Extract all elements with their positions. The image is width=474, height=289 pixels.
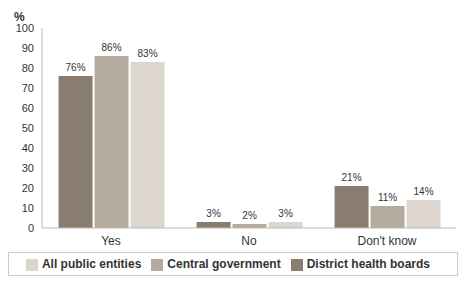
svg-text:60: 60 xyxy=(22,102,34,114)
svg-text:2%: 2% xyxy=(242,210,257,221)
svg-text:Don't know: Don't know xyxy=(358,234,417,248)
svg-text:20: 20 xyxy=(22,182,34,194)
svg-text:100: 100 xyxy=(16,22,34,34)
svg-text:83%: 83% xyxy=(138,48,158,59)
html-text:All public entities: All public entities xyxy=(42,257,142,271)
svg-text:40: 40 xyxy=(22,142,34,154)
svg-text:11%: 11% xyxy=(378,192,397,203)
svg-text:14%: 14% xyxy=(414,186,434,197)
svg-text:86%: 86% xyxy=(102,42,122,53)
svg-text:No: No xyxy=(241,234,257,248)
svg-text:80: 80 xyxy=(22,62,34,74)
svg-text:10: 10 xyxy=(22,202,34,214)
svg-text:3%: 3% xyxy=(206,208,221,219)
svg-text:21%: 21% xyxy=(342,172,362,183)
svg-text:30: 30 xyxy=(22,162,34,174)
svg-text:3%: 3% xyxy=(278,208,293,219)
svg-text:50: 50 xyxy=(22,122,34,134)
svg-text:Yes: Yes xyxy=(101,234,121,248)
svg-text:0: 0 xyxy=(28,222,34,234)
svg-text:76%: 76% xyxy=(66,62,86,73)
svg-text:90: 90 xyxy=(22,42,34,54)
html-text:District health boards: District health boards xyxy=(306,257,430,271)
svg-text:70: 70 xyxy=(22,82,34,94)
html-text:Central government: Central government xyxy=(167,257,281,271)
